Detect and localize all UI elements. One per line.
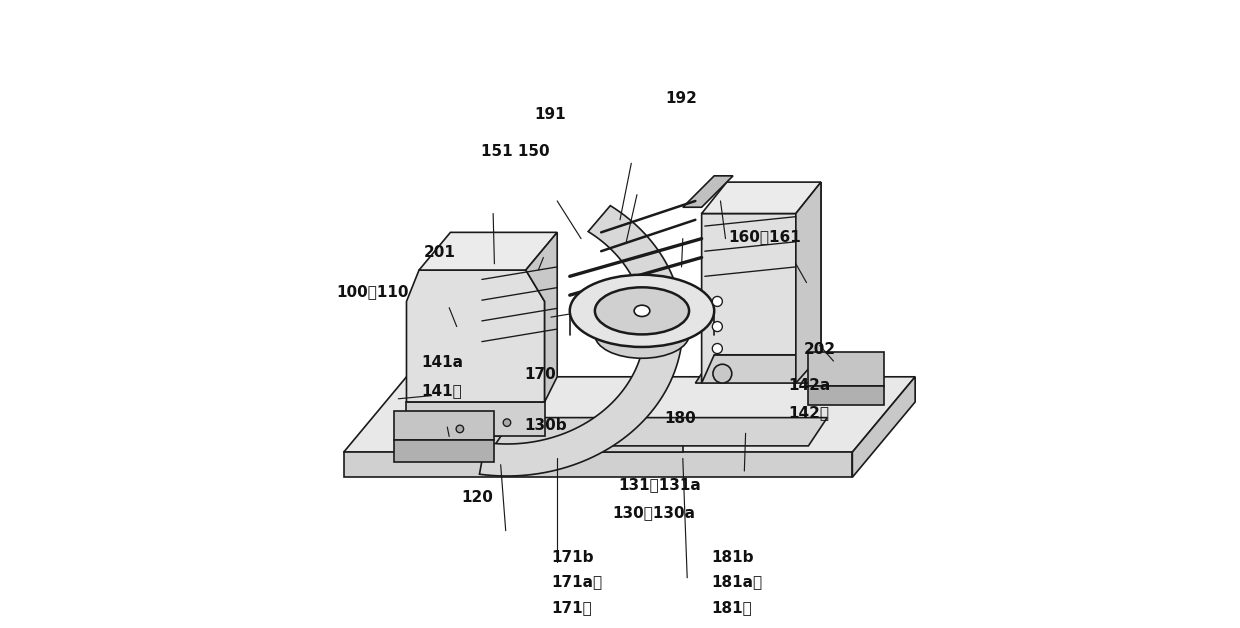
Polygon shape [495,418,827,446]
Ellipse shape [595,311,689,358]
Text: 100。110: 100。110 [336,284,409,299]
Circle shape [503,419,511,426]
Polygon shape [696,355,858,383]
Ellipse shape [569,275,714,347]
Text: 142a: 142a [789,378,831,393]
Polygon shape [796,182,821,383]
Polygon shape [343,452,852,477]
Polygon shape [808,352,884,386]
Polygon shape [702,182,821,383]
Text: 171a。: 171a。 [551,575,603,590]
Circle shape [712,296,723,306]
Polygon shape [526,232,557,402]
Polygon shape [480,205,683,476]
Text: 142。: 142。 [789,405,830,420]
Text: 141。: 141。 [420,383,461,398]
Text: 181a。: 181a。 [711,575,763,590]
Polygon shape [407,270,544,402]
Text: 171b: 171b [551,550,594,565]
Circle shape [712,322,723,332]
Text: 202: 202 [804,342,836,357]
Polygon shape [852,377,915,477]
Polygon shape [808,386,884,405]
Text: 160。161: 160。161 [728,229,801,244]
Polygon shape [394,411,495,440]
Polygon shape [463,436,683,452]
Ellipse shape [634,305,650,317]
Text: 180: 180 [665,411,697,426]
Text: 201: 201 [424,245,456,260]
Circle shape [456,425,464,433]
Text: 120: 120 [461,490,494,505]
Text: 131。131a: 131。131a [618,477,701,492]
Circle shape [712,344,723,354]
Text: 141a: 141a [420,355,463,370]
Polygon shape [343,377,915,452]
Text: 130。130a: 130。130a [611,506,694,521]
Text: 181。: 181。 [711,600,751,615]
Text: 170: 170 [525,367,557,382]
Polygon shape [702,182,821,214]
Text: 191: 191 [534,107,565,122]
Polygon shape [407,402,544,436]
Polygon shape [683,176,733,207]
Text: 181b: 181b [711,550,754,565]
Polygon shape [419,232,557,270]
Text: 130b: 130b [525,418,567,433]
Circle shape [713,364,732,383]
Text: 171。: 171。 [551,600,591,615]
Text: 151 150: 151 150 [481,144,549,160]
Text: 192: 192 [665,91,697,106]
Ellipse shape [595,287,689,334]
Polygon shape [394,440,495,462]
